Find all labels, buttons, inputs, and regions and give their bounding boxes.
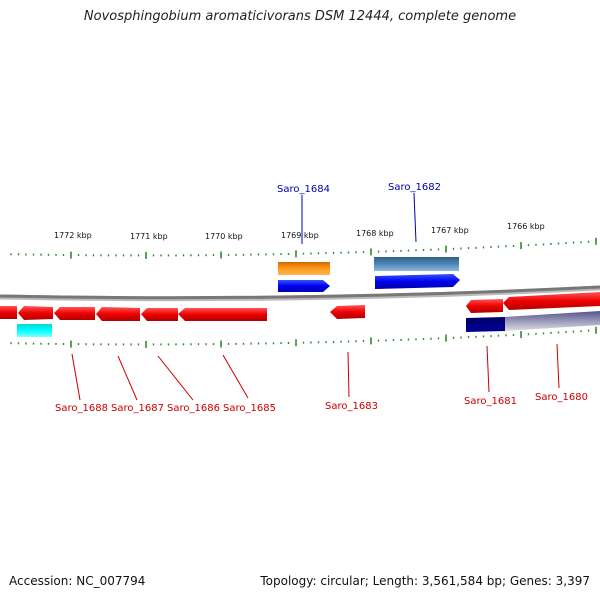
gene-label-saro-1688: Saro_1688 (55, 403, 108, 414)
gene-navy-feature[interactable] (466, 317, 505, 332)
gene-orange-feature[interactable] (278, 262, 330, 275)
genome-backbone (0, 285, 600, 300)
gene-cyan-feature[interactable] (17, 324, 52, 337)
gene-saro-1684[interactable] (278, 280, 330, 292)
map-title: Novosphingobium aromaticivorans DSM 1244… (83, 9, 517, 24)
genome-summary-text: Topology: circular; Length: 3,561,584 bp… (260, 574, 590, 588)
label-leaders (71, 192, 560, 401)
scale-ticks-bottom (10, 326, 597, 348)
gene-label-saro-1684: Saro_1684 (277, 184, 330, 195)
gene-saro-1685-a[interactable] (141, 308, 178, 321)
gene-label-saro-1683: Saro_1683 (325, 401, 378, 412)
gene-label-saro-1686: Saro_1686 (167, 403, 220, 414)
scale-label-1771: 1771 kbp (130, 232, 168, 241)
scale-label-1767: 1767 kbp (431, 226, 469, 235)
accession-text: Accession: NC_007794 (9, 574, 146, 588)
gene-saro-1687[interactable] (54, 307, 95, 320)
gene-saro-1680[interactable] (503, 292, 600, 310)
gene-saro-1681[interactable] (466, 299, 503, 313)
gene-label-saro-1687: Saro_1687 (111, 403, 164, 414)
scale-label-1766: 1766 kbp (507, 222, 545, 231)
gene-saro-1682[interactable] (375, 274, 460, 289)
scale-label-1769: 1769 kbp (281, 231, 319, 240)
gene-saro-1688[interactable] (18, 306, 53, 320)
gene-saro-1686[interactable] (96, 307, 140, 321)
scale-ticks-top (10, 237, 597, 259)
gene-label-saro-1682: Saro_1682 (388, 182, 441, 193)
gene-saro-1683[interactable] (330, 305, 365, 319)
gene-label-saro-1685: Saro_1685 (223, 403, 276, 414)
gene-label-saro-1681: Saro_1681 (464, 396, 517, 407)
scale-label-1772: 1772 kbp (54, 231, 92, 240)
gene-label-saro-1680: Saro_1680 (535, 392, 588, 403)
gene-partial-left[interactable] (0, 306, 17, 319)
scale-label-1768: 1768 kbp (356, 229, 394, 238)
scale-label-1770: 1770 kbp (205, 232, 243, 241)
gene-gray-feature[interactable] (505, 311, 600, 331)
gene-steel-feature[interactable] (374, 257, 459, 271)
gene-saro-1685[interactable] (178, 308, 267, 321)
